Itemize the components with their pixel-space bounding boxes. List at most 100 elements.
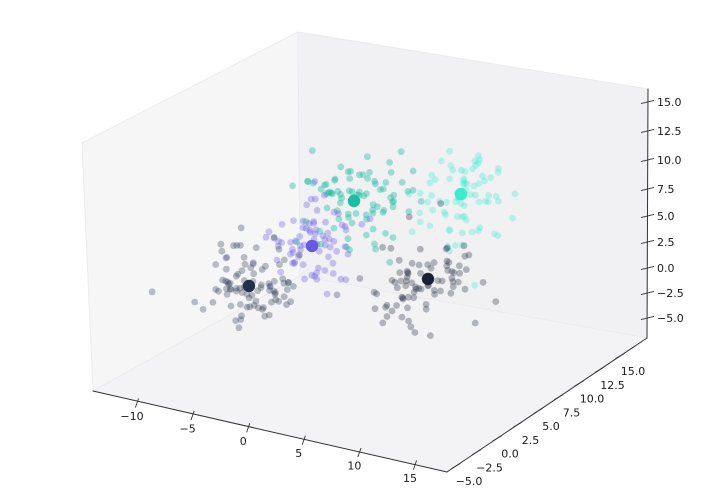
z-tick-label: 12.5 <box>657 125 682 138</box>
scatter-point <box>323 290 331 298</box>
scatter-point <box>404 269 412 276</box>
scatter-point <box>372 245 379 253</box>
scatter-point <box>278 220 286 228</box>
scatter-point <box>394 284 401 292</box>
scatter-point <box>376 186 384 194</box>
scatter-point <box>223 285 230 293</box>
scatter-point <box>280 293 288 301</box>
scatter-point <box>310 218 318 225</box>
scatter-point <box>373 290 381 298</box>
scatter-point <box>199 306 207 313</box>
scatter-point <box>331 175 339 183</box>
scatter-point <box>416 209 424 217</box>
scatter-point <box>342 276 350 284</box>
scatter-point <box>289 182 296 190</box>
scatter-point <box>471 281 479 289</box>
cluster-cyan-points <box>405 147 519 289</box>
scatter-point <box>356 171 363 179</box>
scatter-point <box>330 224 338 232</box>
scatter-point <box>511 190 519 198</box>
scatter-point <box>321 191 328 199</box>
scatter-point <box>222 265 230 273</box>
scatter-point <box>398 313 406 321</box>
scatter-point <box>449 283 457 291</box>
scatter-point <box>359 171 367 179</box>
scatter-point <box>325 189 332 197</box>
scatter-point <box>240 253 248 261</box>
scatter-point <box>390 191 398 199</box>
scatter-point <box>428 171 436 179</box>
scatter-point <box>148 288 156 296</box>
scatter-point <box>471 319 479 327</box>
z-tick-mark <box>640 186 655 192</box>
cluster-navy-left-centroid <box>242 279 256 293</box>
scatter-point <box>236 285 244 292</box>
scatter-point <box>405 293 412 301</box>
scatter-point <box>312 195 319 203</box>
scatter-point <box>305 220 313 227</box>
scatter-point <box>243 303 251 311</box>
scatter-point <box>325 253 332 261</box>
scatter-point <box>215 287 222 295</box>
scatter-point <box>408 279 416 287</box>
x-tick-mark <box>412 460 418 470</box>
scatter-point <box>442 211 449 219</box>
scatter-point <box>280 256 288 264</box>
scatter-point <box>461 180 469 187</box>
scatter-point <box>302 218 310 225</box>
scatter-point <box>460 213 468 220</box>
scatter-point <box>430 287 438 294</box>
scatter-point <box>409 167 417 175</box>
y-tick-label: 0.0 <box>501 448 519 461</box>
scatter-point <box>396 269 404 276</box>
scatter-point <box>297 246 304 254</box>
y-tick-label: 15.0 <box>621 365 646 378</box>
scatter-point <box>371 305 379 313</box>
scatter-point <box>248 291 256 299</box>
scatter-point <box>437 200 445 207</box>
scatter-point <box>344 250 352 258</box>
scatter-point <box>233 242 241 249</box>
scatter-point <box>475 152 482 160</box>
scatter-point <box>348 188 356 196</box>
scatter-point <box>335 210 342 218</box>
scatter-point <box>235 324 243 332</box>
y-tick-label: 7.5 <box>563 406 581 419</box>
y-tick-mark <box>594 366 605 373</box>
scatter-point <box>424 261 432 268</box>
scatter-point <box>454 278 462 286</box>
cluster-navy-left-points <box>148 224 341 332</box>
scatter-point <box>431 291 438 298</box>
scatter-point <box>387 169 395 176</box>
scatter-point <box>403 267 411 275</box>
scatter-point <box>441 208 448 216</box>
y-tick-mark <box>574 380 584 387</box>
scatter-point <box>383 313 391 320</box>
scatter-point <box>343 243 350 251</box>
scatter-point <box>476 224 484 232</box>
scatter-point <box>223 291 231 298</box>
scatter-point <box>289 245 296 253</box>
scatter-point <box>296 233 304 240</box>
scatter-point <box>262 262 269 270</box>
scatter-point <box>393 302 400 309</box>
scatter-point <box>443 262 451 270</box>
scatter-point <box>336 199 344 207</box>
scatter-point <box>386 159 393 166</box>
scatter-point <box>408 259 416 267</box>
scatter-point <box>387 194 394 202</box>
scatter-point <box>287 239 295 246</box>
y-tick-mark <box>553 394 564 401</box>
scatter-point <box>301 275 308 283</box>
scatter-point <box>405 208 413 216</box>
scatter-point <box>471 191 479 199</box>
scatter-point <box>246 303 254 311</box>
scatter-point <box>271 290 279 298</box>
scatter-point <box>310 220 317 227</box>
scatter-point <box>323 204 331 212</box>
scatter-point <box>341 223 349 230</box>
scatter-point <box>191 298 199 306</box>
scatter-point <box>254 304 262 312</box>
scatter-point <box>322 218 329 226</box>
scatter-point <box>429 206 437 214</box>
